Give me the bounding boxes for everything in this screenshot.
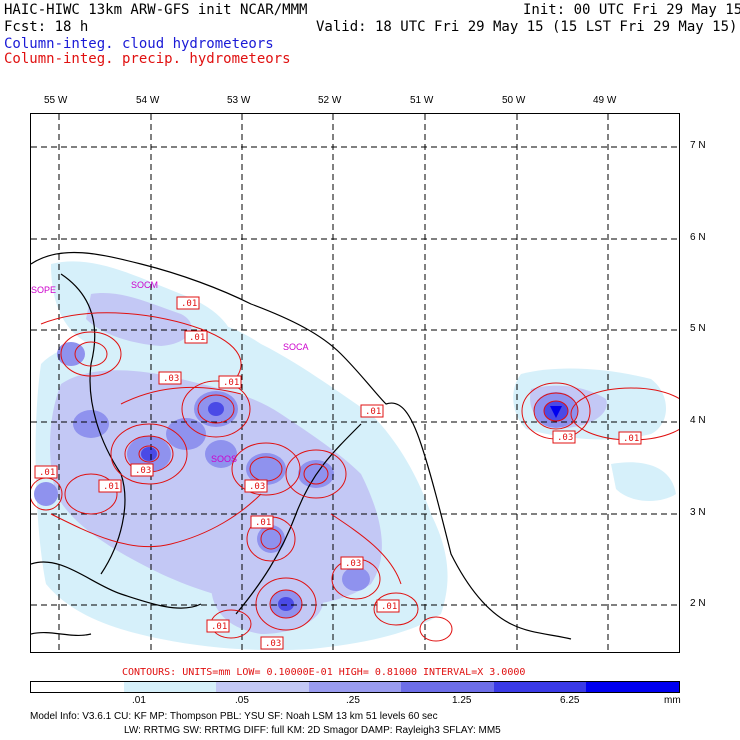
colorbar-label: .05 <box>235 695 249 706</box>
place-label-socm: SOCM <box>131 280 158 290</box>
place-label-sope: SOPE <box>31 285 56 295</box>
lat-label-6n: 6 N <box>690 232 706 243</box>
lon-label-52w: 52 W <box>318 95 342 106</box>
contour-label: .01 <box>255 518 271 528</box>
colorbar-swatch <box>308 682 402 692</box>
lon-label-51w: 51 W <box>410 95 434 106</box>
lat-label-7n: 7 N <box>690 140 706 151</box>
legend-precip-hydrometeors: Column-integ. precip. hydrometeors <box>4 51 291 67</box>
lon-label-50w: 50 W <box>502 95 526 106</box>
contour-label: .03 <box>345 559 361 569</box>
contour-label: .01 <box>223 378 239 388</box>
header-init-time: Init: 00 UTC Fri 29 May 15 <box>523 2 740 18</box>
legend-cloud-hydrometeors: Column-integ. cloud hydrometeors <box>4 36 274 52</box>
contour-label: .01 <box>103 482 119 492</box>
colorbar-label: 1.25 <box>452 695 472 706</box>
lon-label-54w: 54 W <box>136 95 160 106</box>
map-panel: .01 .01 .03 .01 .01 .03 .01 .03 .01 .01 … <box>30 113 680 653</box>
header-valid-time: Valid: 18 UTC Fri 29 May 15 (15 LST Fri … <box>316 19 738 35</box>
lat-label-2n: 2 N <box>690 598 706 609</box>
contour-label: .01 <box>181 299 197 309</box>
contour-label: .03 <box>557 433 573 443</box>
colorbar-swatch <box>586 682 680 692</box>
lon-label-53w: 53 W <box>227 95 251 106</box>
lon-label-49w: 49 W <box>593 95 617 106</box>
map-canvas: .01 .01 .03 .01 .01 .03 .01 .03 .01 .01 … <box>31 114 679 652</box>
contour-label: .01 <box>365 407 381 417</box>
colorbar-label: .25 <box>346 695 360 706</box>
contour-labels: .01 .01 .03 .01 .01 .03 .01 .03 .01 .01 … <box>34 296 642 650</box>
header-model-title: HAIC-HIWC 13km ARW-GFS init NCAR/MMM <box>4 2 308 18</box>
lat-label-4n: 4 N <box>690 415 706 426</box>
colorbar-swatch <box>216 682 309 692</box>
colorbar-swatch <box>123 682 217 692</box>
lat-lon-grid <box>31 114 679 652</box>
contour-label: .03 <box>135 466 151 476</box>
precip-contours <box>31 312 679 642</box>
header-forecast-hour: Fcst: 18 h <box>4 19 89 35</box>
place-label-soca: SOCA <box>283 342 309 352</box>
contour-info: CONTOURS: UNITS=mm LOW= 0.10000E-01 HIGH… <box>122 667 526 678</box>
place-label-soos: SOOS <box>211 454 237 464</box>
colorbar-swatch <box>493 682 587 692</box>
contour-label: .01 <box>623 434 639 444</box>
cloud-shading-peak <box>550 406 562 418</box>
contour-label: .01 <box>189 333 205 343</box>
contour-label: .01 <box>39 468 55 478</box>
coastline <box>31 251 572 640</box>
footer-model-info: Model Info: V3.6.1 CU: KF MP: Thompson P… <box>30 711 438 722</box>
footer-physics-info: LW: RRTMG SW: RRTMG DIFF: full KM: 2D Sm… <box>124 725 501 736</box>
colorbar <box>30 681 680 693</box>
colorbar-swatch <box>401 682 494 692</box>
contour-label: .03 <box>163 374 179 384</box>
colorbar-swatch <box>31 682 124 692</box>
lat-label-5n: 5 N <box>690 323 706 334</box>
lon-label-55w: 55 W <box>44 95 68 106</box>
colorbar-units: mm <box>664 695 681 706</box>
lat-label-3n: 3 N <box>690 507 706 518</box>
colorbar-label: 6.25 <box>560 695 580 706</box>
contour-label: .01 <box>381 602 397 612</box>
contour-label: .03 <box>249 482 265 492</box>
contour-label: .01 <box>211 622 227 632</box>
colorbar-label: .01 <box>132 695 146 706</box>
contour-label: .03 <box>265 639 281 649</box>
place-labels: SOCM SOCA SOOS SOPE <box>31 280 309 464</box>
